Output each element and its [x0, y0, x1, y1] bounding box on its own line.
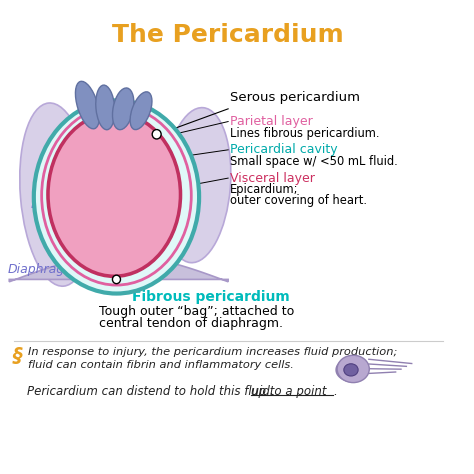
Ellipse shape [130, 92, 152, 129]
Text: Epicardium;: Epicardium; [230, 183, 299, 196]
Text: The Pericardium: The Pericardium [112, 23, 344, 46]
Text: §: § [12, 346, 22, 365]
Text: Small space w/ <50 mL fluid.: Small space w/ <50 mL fluid. [230, 155, 398, 168]
Circle shape [152, 129, 161, 139]
Text: Serous pericardium: Serous pericardium [230, 91, 360, 104]
Text: In response to injury, the pericardium increases fluid production;: In response to injury, the pericardium i… [28, 347, 397, 357]
Text: Visceral layer: Visceral layer [230, 172, 315, 184]
Text: Parietal layer: Parietal layer [230, 115, 313, 128]
Text: Lung: Lung [30, 197, 64, 211]
Text: .: . [333, 385, 337, 398]
Polygon shape [9, 256, 228, 282]
Text: Tough outer “bag”; attached to: Tough outer “bag”; attached to [99, 305, 294, 318]
Ellipse shape [34, 100, 199, 293]
Ellipse shape [344, 364, 358, 376]
Ellipse shape [96, 85, 115, 130]
Ellipse shape [75, 82, 100, 129]
Text: outer covering of heart.: outer covering of heart. [230, 194, 367, 207]
Ellipse shape [337, 356, 369, 383]
Text: Diaphragm: Diaphragm [8, 264, 77, 276]
Text: up to a point: up to a point [251, 385, 327, 398]
Text: Lines fibrous pericardium.: Lines fibrous pericardium. [230, 127, 380, 140]
Text: Pericardial cavity: Pericardial cavity [230, 143, 338, 156]
Text: Fibrous pericardium: Fibrous pericardium [132, 290, 290, 304]
Ellipse shape [20, 103, 92, 286]
Text: central tendon of diaphragm.: central tendon of diaphragm. [99, 317, 283, 330]
Text: Pericardium can distend to hold this fluid,: Pericardium can distend to hold this flu… [27, 385, 277, 398]
Ellipse shape [163, 108, 231, 263]
Circle shape [112, 275, 120, 283]
Text: fluid can contain fibrin and inflammatory cells.: fluid can contain fibrin and inflammator… [28, 360, 294, 370]
Ellipse shape [48, 113, 180, 276]
Ellipse shape [112, 88, 134, 130]
